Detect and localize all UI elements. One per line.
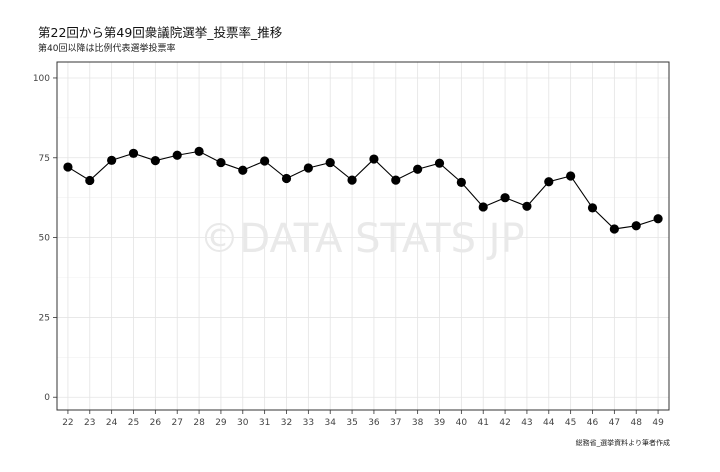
chart-subtitle: 第40回以降は比例代表選挙投票率	[38, 44, 176, 54]
data-point	[522, 201, 532, 211]
x-tick-label: 28	[193, 418, 205, 428]
data-point	[544, 177, 554, 187]
x-tick-label: 32	[281, 418, 292, 428]
x-axis: 22 23 24 25 26 27 28 29 30 31 32 33 34 35 36 37 38 39 40 41…	[62, 410, 664, 428]
x-tick-label: 39	[434, 418, 446, 428]
data-point	[281, 173, 292, 184]
x-tick-label: 49	[652, 418, 664, 428]
x-tick-label: 42	[499, 418, 510, 428]
y-tick-label: 100	[33, 74, 50, 84]
x-tick-label: 38	[412, 418, 424, 428]
data-point	[128, 148, 139, 158]
series-line	[67, 150, 659, 230]
x-tick-label: 22	[62, 418, 73, 428]
x-tick-label: 24	[106, 418, 118, 428]
data-point	[63, 162, 73, 172]
x-tick-label: 25	[128, 418, 139, 428]
x-tick-label: 23	[84, 418, 95, 428]
data-point	[413, 164, 423, 174]
x-tick-label: 37	[390, 418, 401, 428]
data-point	[369, 154, 379, 164]
data-point	[456, 177, 466, 187]
y-axis: 0 25 50 75 100	[33, 74, 57, 403]
x-tick-label: 34	[324, 418, 336, 428]
x-tick-label: 41	[477, 418, 488, 428]
source-caption: 総務省_選挙資料より筆者作成	[575, 439, 670, 447]
data-point	[107, 155, 117, 165]
x-tick-label: 46	[587, 418, 599, 428]
plot-frame	[56, 61, 670, 411]
x-tick-label: 31	[259, 418, 270, 428]
chart-title: 第22回から第49回衆議院選挙_投票率_推移	[38, 25, 283, 40]
x-tick-label: 33	[303, 418, 314, 428]
x-tick-label: 29	[215, 418, 227, 428]
data-point	[325, 157, 335, 168]
data-point	[391, 175, 401, 185]
x-tick-label: 40	[456, 418, 468, 428]
x-tick-label: 35	[346, 418, 357, 428]
data-point	[478, 202, 488, 212]
x-tick-label: 44	[543, 418, 555, 428]
data-point	[587, 203, 598, 213]
x-tick-label: 26	[150, 418, 162, 428]
x-tick-label: 45	[565, 418, 576, 428]
data-point	[347, 175, 357, 185]
y-tick-label: 25	[39, 313, 50, 323]
data-series	[63, 146, 663, 234]
y-tick-label: 0	[44, 393, 50, 403]
data-point	[85, 175, 95, 186]
x-tick-label: 48	[630, 418, 642, 428]
y-tick-label: 75	[39, 154, 50, 164]
data-point	[150, 156, 160, 166]
data-point	[566, 171, 576, 181]
data-point	[194, 146, 204, 156]
x-tick-label: 30	[237, 418, 249, 428]
grid-layer	[57, 62, 669, 410]
data-point	[260, 156, 270, 166]
x-tick-label: 47	[609, 418, 620, 428]
data-point	[238, 165, 248, 175]
data-point	[631, 221, 641, 231]
x-tick-label: 36	[368, 418, 380, 428]
data-point	[653, 214, 663, 224]
x-tick-label: 43	[521, 418, 532, 428]
data-point	[609, 224, 619, 234]
x-tick-label: 27	[171, 418, 182, 428]
data-point	[216, 157, 226, 168]
data-point	[172, 150, 182, 160]
data-point	[303, 163, 313, 173]
data-point	[434, 158, 445, 168]
watermark-text: ©DATA STATS JP	[199, 216, 524, 262]
data-point	[500, 193, 510, 203]
y-tick-label: 50	[39, 234, 51, 244]
